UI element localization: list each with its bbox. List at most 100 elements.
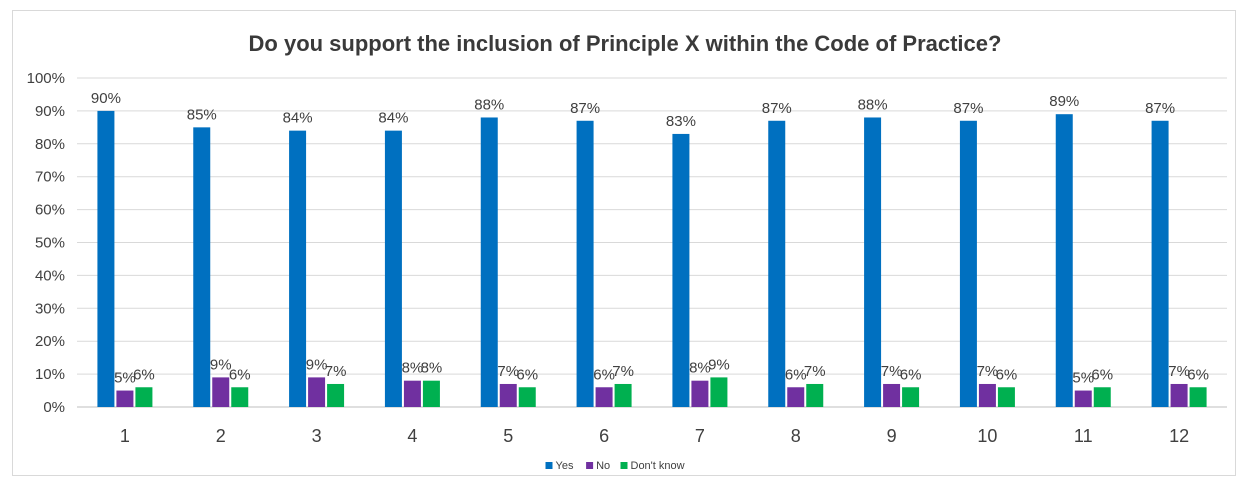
data-label: 6% <box>785 366 807 383</box>
bar-don-t-know-4 <box>422 380 440 407</box>
data-label: 7% <box>804 363 826 380</box>
data-label: 9% <box>708 356 730 373</box>
data-label: 90% <box>91 90 121 107</box>
bar-no-11 <box>1074 390 1092 407</box>
bar-no-7 <box>691 380 709 407</box>
y-tick-label: 80% <box>35 136 65 153</box>
x-tick-label: 12 <box>1169 426 1189 446</box>
y-tick-label: 30% <box>35 300 65 317</box>
bar-yes-10 <box>959 120 977 408</box>
data-label: 84% <box>378 110 408 127</box>
x-tick-label: 4 <box>407 426 417 446</box>
bar-no-9 <box>883 383 901 407</box>
data-label: 6% <box>133 366 155 383</box>
bar-no-5 <box>499 383 517 407</box>
bar-don-t-know-10 <box>997 387 1015 407</box>
data-label: 7% <box>977 363 999 380</box>
bar-don-t-know-3 <box>327 383 345 407</box>
bar-no-12 <box>1170 383 1188 407</box>
bar-don-t-know-12 <box>1189 387 1207 407</box>
bar-don-t-know-9 <box>902 387 920 407</box>
y-tick-label: 0% <box>43 399 65 416</box>
bar-no-6 <box>595 387 613 407</box>
data-label: 87% <box>1145 100 1175 117</box>
bar-no-4 <box>403 380 421 407</box>
bar-don-t-know-5 <box>518 387 536 407</box>
bar-no-3 <box>308 377 326 407</box>
data-label: 6% <box>1091 366 1113 383</box>
data-label: 6% <box>900 366 922 383</box>
x-tick-label: 2 <box>216 426 226 446</box>
bar-don-t-know-2 <box>231 387 249 407</box>
legend-label: No <box>596 460 610 472</box>
bar-yes-1 <box>97 110 115 408</box>
data-label: 7% <box>497 363 519 380</box>
chart-title: Do you support the inclusion of Principl… <box>249 31 1002 56</box>
bar-yes-4 <box>384 130 402 407</box>
y-tick-label: 10% <box>35 366 65 383</box>
x-tick-label: 7 <box>695 426 705 446</box>
bar-yes-3 <box>289 130 307 407</box>
bar-no-8 <box>787 387 805 407</box>
legend-label: Don't know <box>631 460 685 472</box>
bar-no-2 <box>212 377 230 407</box>
bar-no-10 <box>978 383 996 407</box>
data-label: 9% <box>306 356 328 373</box>
x-tick-label: 6 <box>599 426 609 446</box>
bars <box>97 110 1207 408</box>
y-tick-label: 20% <box>35 333 65 350</box>
bar-don-t-know-6 <box>614 383 632 407</box>
x-tick-label: 11 <box>1074 426 1093 446</box>
x-tick-label: 5 <box>503 426 513 446</box>
bar-yes-11 <box>1055 114 1073 407</box>
data-label: 6% <box>516 366 538 383</box>
data-label: 8% <box>402 360 424 377</box>
gridlines <box>77 77 1227 408</box>
data-label: 9% <box>210 356 232 373</box>
legend-label: Yes <box>556 460 574 472</box>
bar-yes-7 <box>672 133 690 407</box>
bar-yes-2 <box>193 127 211 407</box>
data-labels: 90%5%6%85%9%6%84%9%7%84%8%8%88%7%6%87%6%… <box>91 90 1209 387</box>
data-label: 88% <box>858 96 888 113</box>
data-label: 83% <box>666 113 696 130</box>
legend-swatch <box>545 462 553 469</box>
x-tick-label: 3 <box>312 426 322 446</box>
bar-yes-6 <box>576 120 594 408</box>
bar-yes-9 <box>864 117 882 407</box>
y-axis-ticks: 0% 10% 20% 30% 40% 50% 60% 70% 80% 90% 100% <box>27 70 65 416</box>
data-label: 87% <box>570 100 600 117</box>
bar-yes-5 <box>480 117 498 407</box>
y-tick-label: 70% <box>35 169 65 186</box>
bar-yes-12 <box>1151 120 1169 408</box>
x-tick-label: 9 <box>887 426 897 446</box>
y-tick-label: 60% <box>35 202 65 219</box>
data-label: 8% <box>689 360 711 377</box>
bar-no-1 <box>116 390 134 407</box>
data-label: 6% <box>996 366 1018 383</box>
data-label: 85% <box>187 106 217 123</box>
data-label: 88% <box>474 96 504 113</box>
data-label: 7% <box>612 363 634 380</box>
x-axis-ticks: 1 2 3 4 5 6 7 8 9 10 11 12 <box>120 426 1189 446</box>
bar-chart: Do you support the inclusion of Principl… <box>27 31 1227 472</box>
y-tick-label: 100% <box>27 70 65 87</box>
data-label: 5% <box>1072 370 1094 387</box>
bar-yes-8 <box>768 120 786 408</box>
x-tick-label: 10 <box>977 426 997 446</box>
bar-don-t-know-8 <box>806 383 824 407</box>
bar-don-t-know-1 <box>135 387 153 407</box>
y-tick-label: 90% <box>35 103 65 120</box>
data-label: 8% <box>421 360 443 377</box>
legend-swatch <box>620 462 628 469</box>
data-label: 6% <box>1187 366 1209 383</box>
legend-swatch <box>586 462 594 469</box>
data-label: 87% <box>762 100 792 117</box>
x-tick-label: 8 <box>791 426 801 446</box>
data-label: 7% <box>1168 363 1190 380</box>
data-label: 7% <box>881 363 903 380</box>
bar-don-t-know-7 <box>710 377 728 407</box>
data-label: 6% <box>593 366 615 383</box>
bar-don-t-know-11 <box>1093 387 1111 407</box>
data-label: 89% <box>1049 93 1079 110</box>
